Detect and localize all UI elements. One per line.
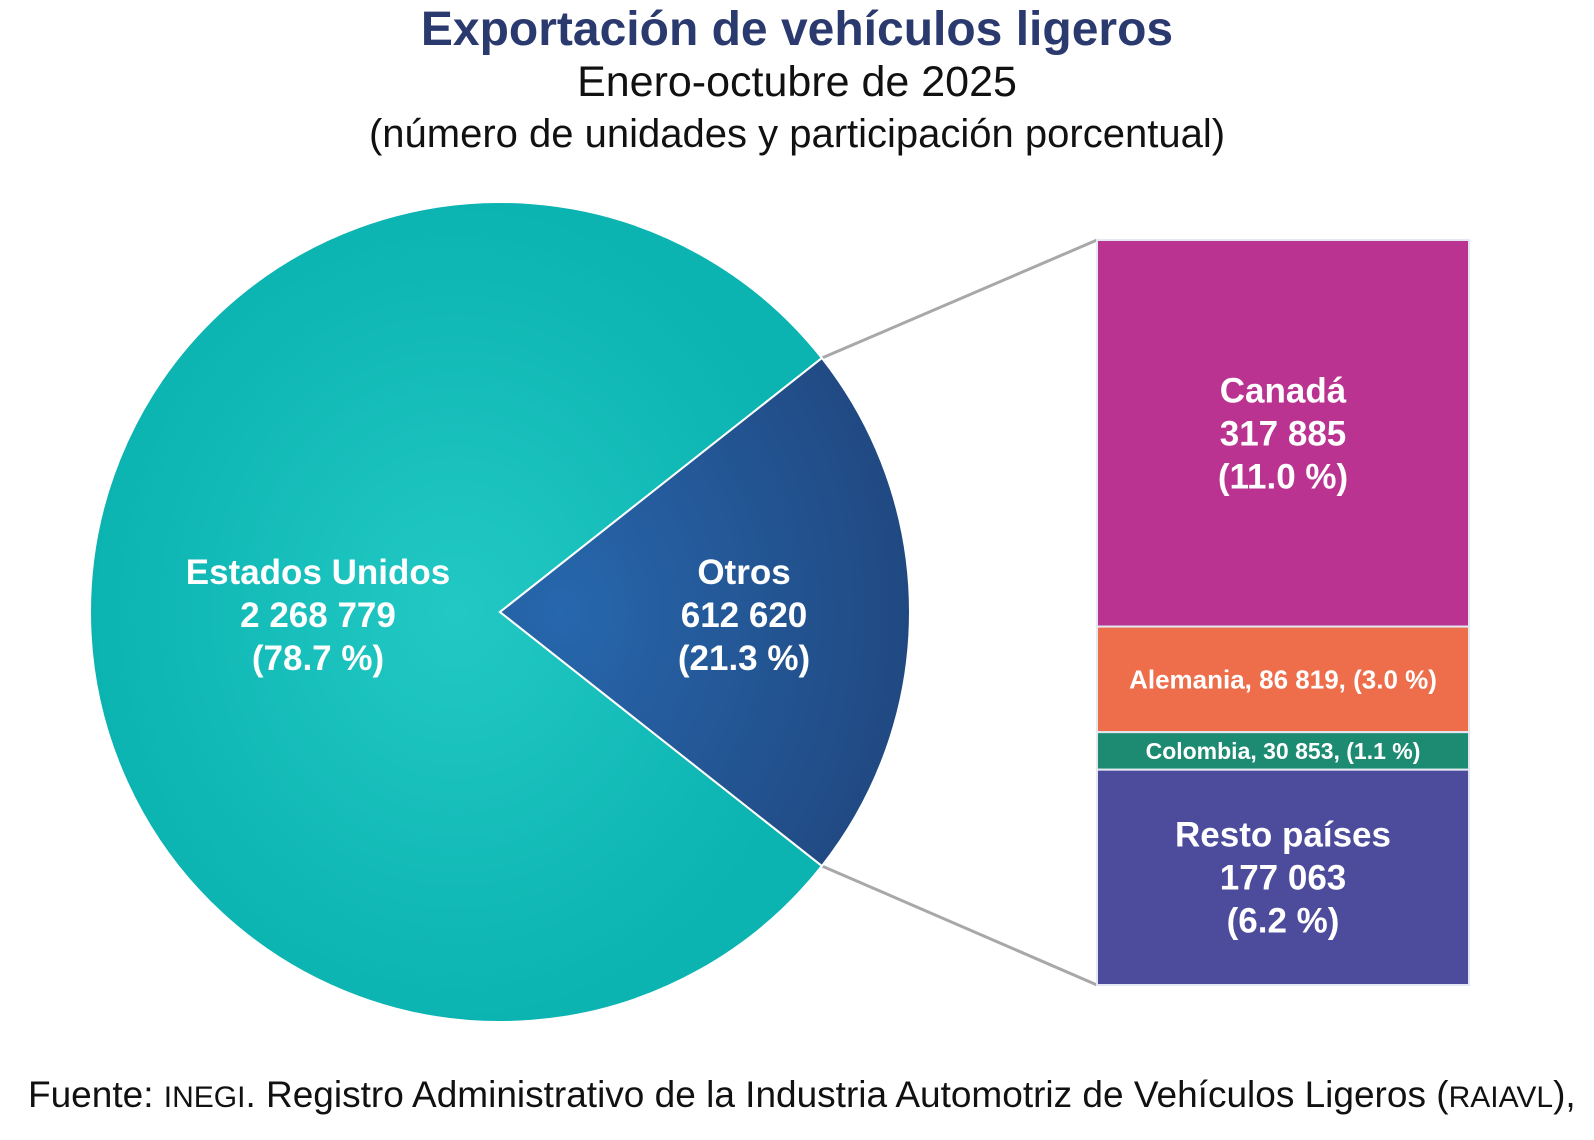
bar-segment-resto-paises <box>1096 768 1470 987</box>
pie-label-estados-unidos-percent: (78.7 %) <box>252 639 384 678</box>
pie-label-estados-unidos-name: Estados Unidos <box>186 553 450 592</box>
chart-units: (número de unidades y participación porc… <box>368 112 1226 156</box>
bar-label-alemania: Alemania, 86 819, (3.0 %) <box>1129 665 1437 695</box>
chart-title: Exportación de vehículos ligeros <box>420 3 1174 56</box>
pie-label-otros-value: 612 620 <box>681 596 808 635</box>
bar-label-canada-value: 317 885 <box>1220 414 1347 453</box>
source-prefix: Fuente: <box>28 1074 164 1115</box>
bar-label-canada-percent: (11.0 %) <box>1218 457 1348 496</box>
bar-label-canada-name: Canadá <box>1220 371 1347 410</box>
source-suffix: ), <box>1553 1074 1576 1115</box>
source-note: Fuente: INEGI. Registro Administrativo d… <box>28 1074 1576 1116</box>
pie-label-estados-unidos-value: 2 268 779 <box>240 596 396 635</box>
pie-of-bar-chart: Estados Unidos 2 268 779 (78.7 %) Otros 612 … <box>89 201 1470 1023</box>
pie-label-otros-name: Otros <box>697 553 790 592</box>
bar-segment-alemania <box>1096 625 1470 734</box>
pie-slice-otros <box>498 356 911 868</box>
source-org: INEGI <box>163 1081 246 1114</box>
connector-line-bottom <box>821 864 1098 987</box>
source-text: . Registro Administrativo de la Industri… <box>245 1074 1449 1115</box>
bar-segment-canada <box>1096 239 1470 628</box>
chart-subtitle: Enero-octubre de 2025 <box>577 58 1017 106</box>
bar-label-resto-paises-percent: (6.2 %) <box>1227 901 1340 940</box>
bar-segment-colombia <box>1096 731 1470 771</box>
bar-label-resto-paises-name: Resto países <box>1175 815 1391 854</box>
connector-line-top <box>821 238 1098 360</box>
bar-label-colombia: Colombia, 30 853, (1.1 %) <box>1146 738 1421 764</box>
source-abbr: RAIAVL <box>1448 1081 1554 1114</box>
pie-slice-estados-unidos <box>89 201 824 1023</box>
bar-label-resto-paises-value: 177 063 <box>1220 858 1347 897</box>
pie-label-otros-percent: (21.3 %) <box>678 639 810 678</box>
